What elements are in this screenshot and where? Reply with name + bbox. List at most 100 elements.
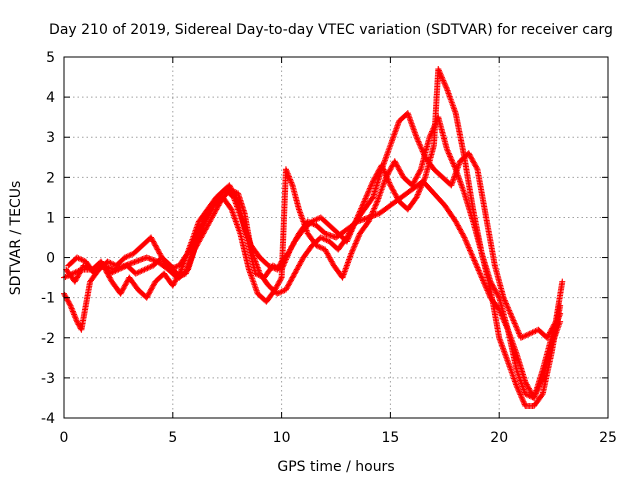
- data-point: [177, 267, 184, 274]
- data-point: [348, 227, 355, 234]
- data-point: [478, 274, 485, 281]
- data-point: [518, 394, 525, 401]
- data-point: [447, 154, 454, 161]
- data-point: [435, 66, 442, 73]
- data-point: [431, 122, 438, 129]
- data-point: [442, 83, 449, 90]
- data-point: [460, 233, 467, 240]
- data-point: [350, 246, 357, 253]
- data-point: [445, 150, 452, 157]
- data-point: [426, 134, 433, 141]
- data-point: [512, 323, 519, 330]
- data-point: [461, 234, 468, 241]
- data-point: [364, 191, 371, 198]
- data-point: [417, 185, 424, 192]
- data-point: [415, 188, 422, 195]
- data-point: [356, 208, 363, 215]
- data-point: [516, 388, 523, 395]
- data-point: [355, 234, 362, 241]
- data-point: [197, 229, 204, 236]
- data-point: [521, 400, 528, 407]
- y-tick-label: 2: [46, 170, 55, 186]
- data-point: [438, 73, 445, 80]
- y-tick-label: 5: [46, 50, 55, 66]
- data-point: [503, 300, 510, 307]
- data-point: [503, 301, 510, 308]
- y-tick-labels: -4 -3 -2 -1 0 1 2 3 4 5: [41, 50, 55, 427]
- y-tick-label: -2: [41, 331, 55, 347]
- y-tick-label: 1: [46, 210, 55, 226]
- data-point: [355, 233, 362, 240]
- data-point: [536, 382, 543, 389]
- data-point: [381, 168, 388, 175]
- data-point: [430, 125, 437, 132]
- y-tick-label: 4: [46, 90, 55, 106]
- data-point: [452, 164, 459, 171]
- data-point: [361, 196, 368, 203]
- data-point: [353, 217, 360, 224]
- data-point: [365, 188, 372, 195]
- data-point: [369, 195, 376, 202]
- data-point: [344, 237, 351, 244]
- data-point: [473, 263, 480, 270]
- data-point: [508, 313, 515, 320]
- data-point: [359, 202, 366, 209]
- data-point: [351, 221, 358, 228]
- data-point: [368, 182, 375, 189]
- data-point: [418, 182, 425, 189]
- data-point: [519, 397, 526, 404]
- data-point: [417, 167, 424, 174]
- data-point: [386, 180, 393, 187]
- data-point: [507, 310, 514, 317]
- data-point: [437, 70, 444, 77]
- data-point: [348, 249, 355, 256]
- x-tick-label: 20: [490, 430, 508, 446]
- data-point: [470, 255, 477, 262]
- data-point: [348, 228, 355, 235]
- data-point: [463, 240, 470, 247]
- data-point: [509, 314, 516, 321]
- data-point: [495, 293, 502, 300]
- data-point: [471, 257, 478, 264]
- data-point: [227, 205, 234, 212]
- data-point: [379, 163, 386, 170]
- data-point: [201, 219, 208, 226]
- data-point: [517, 392, 524, 399]
- data-point: [466, 247, 473, 254]
- data-point: [352, 240, 359, 247]
- data-point: [194, 235, 201, 242]
- data-point: [351, 243, 358, 250]
- data-point: [194, 237, 201, 244]
- data-point: [196, 232, 203, 239]
- data-point: [439, 74, 446, 81]
- data-point: [445, 149, 452, 156]
- data-point: [477, 271, 484, 278]
- data-point: [468, 250, 475, 257]
- data-point: [436, 68, 443, 75]
- data-point: [427, 131, 434, 138]
- data-point: [417, 184, 424, 191]
- data-point: [538, 392, 545, 399]
- data-point: [66, 301, 73, 308]
- data-point: [351, 241, 358, 248]
- data-point: [444, 147, 451, 154]
- data-point: [514, 384, 521, 391]
- y-tick-label: 3: [46, 130, 55, 146]
- data-point: [465, 243, 472, 250]
- data-point: [360, 199, 367, 206]
- x-tick-label: 10: [273, 430, 291, 446]
- data-point: [371, 205, 378, 212]
- data-point: [429, 128, 436, 135]
- y-tick-label: 0: [46, 251, 55, 267]
- data-point: [435, 67, 442, 74]
- data-point: [369, 179, 376, 186]
- data-point: [559, 278, 566, 285]
- data-point: [345, 234, 352, 241]
- data-point: [368, 212, 375, 219]
- data-point: [534, 387, 541, 394]
- data-point: [478, 273, 485, 280]
- data-point: [515, 329, 522, 336]
- data-point: [538, 377, 545, 384]
- data-point: [343, 238, 350, 245]
- data-point: [352, 218, 359, 225]
